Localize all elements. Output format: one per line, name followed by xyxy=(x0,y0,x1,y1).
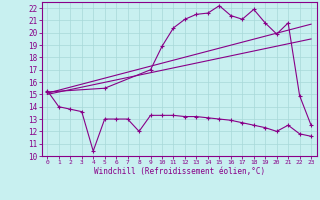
X-axis label: Windchill (Refroidissement éolien,°C): Windchill (Refroidissement éolien,°C) xyxy=(94,167,265,176)
